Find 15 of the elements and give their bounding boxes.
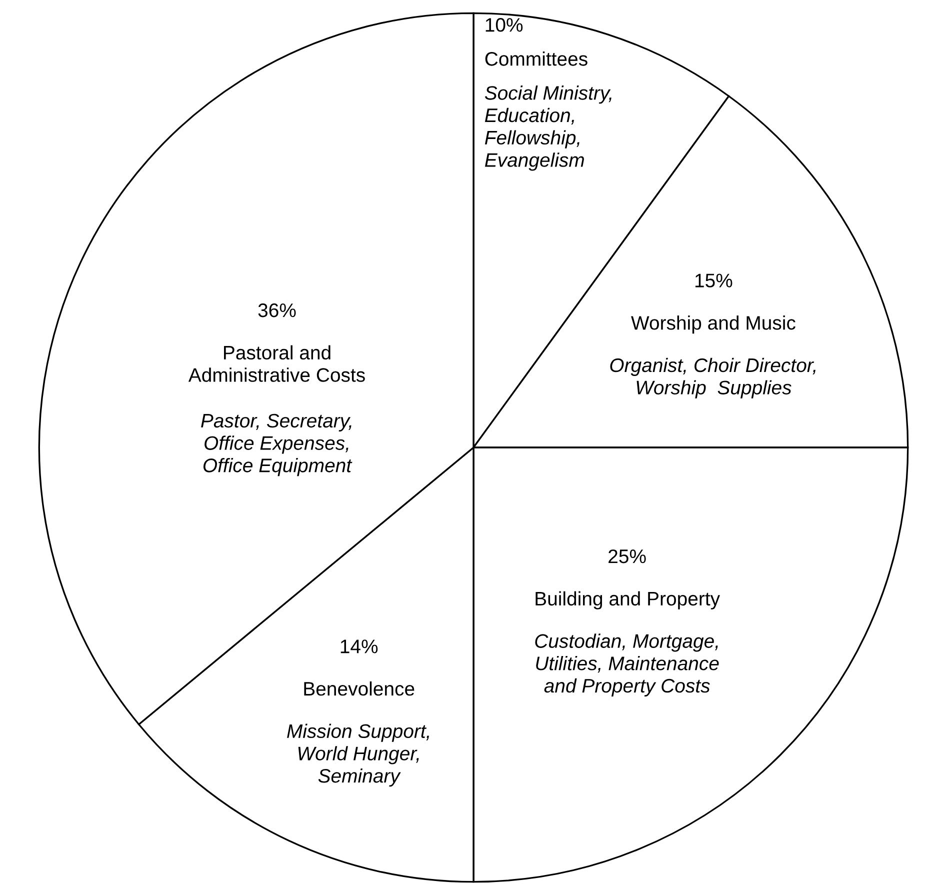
slice-label: Benevolence bbox=[304, 681, 414, 696]
data-label: 10% bbox=[486, 18, 523, 32]
data-label: 14% bbox=[340, 640, 378, 654]
slice-label: Pastoral and Administrative Costs bbox=[188, 345, 365, 382]
text: Pastor, Secretary, Office Expenses, Office Equipment bbox=[201, 414, 352, 476]
data-label: 15% bbox=[695, 274, 732, 288]
slice-label: Building and Property bbox=[536, 591, 720, 610]
text: Organist, Choir Director, Worship Supplies bbox=[610, 358, 816, 398]
slice-label: Committees bbox=[485, 52, 588, 66]
slice-label: Worship and Music bbox=[631, 315, 796, 334]
text: Mission Support, World Hunger, Seminary bbox=[287, 724, 429, 787]
text: Social Ministry, Education, Fellowship, Evangelism bbox=[484, 86, 612, 171]
data-label: 25% bbox=[608, 549, 646, 564]
text: Custodian, Mortgage, Utilities, Maintenance and Property Costs bbox=[535, 634, 719, 696]
data-label: 36% bbox=[258, 303, 296, 318]
